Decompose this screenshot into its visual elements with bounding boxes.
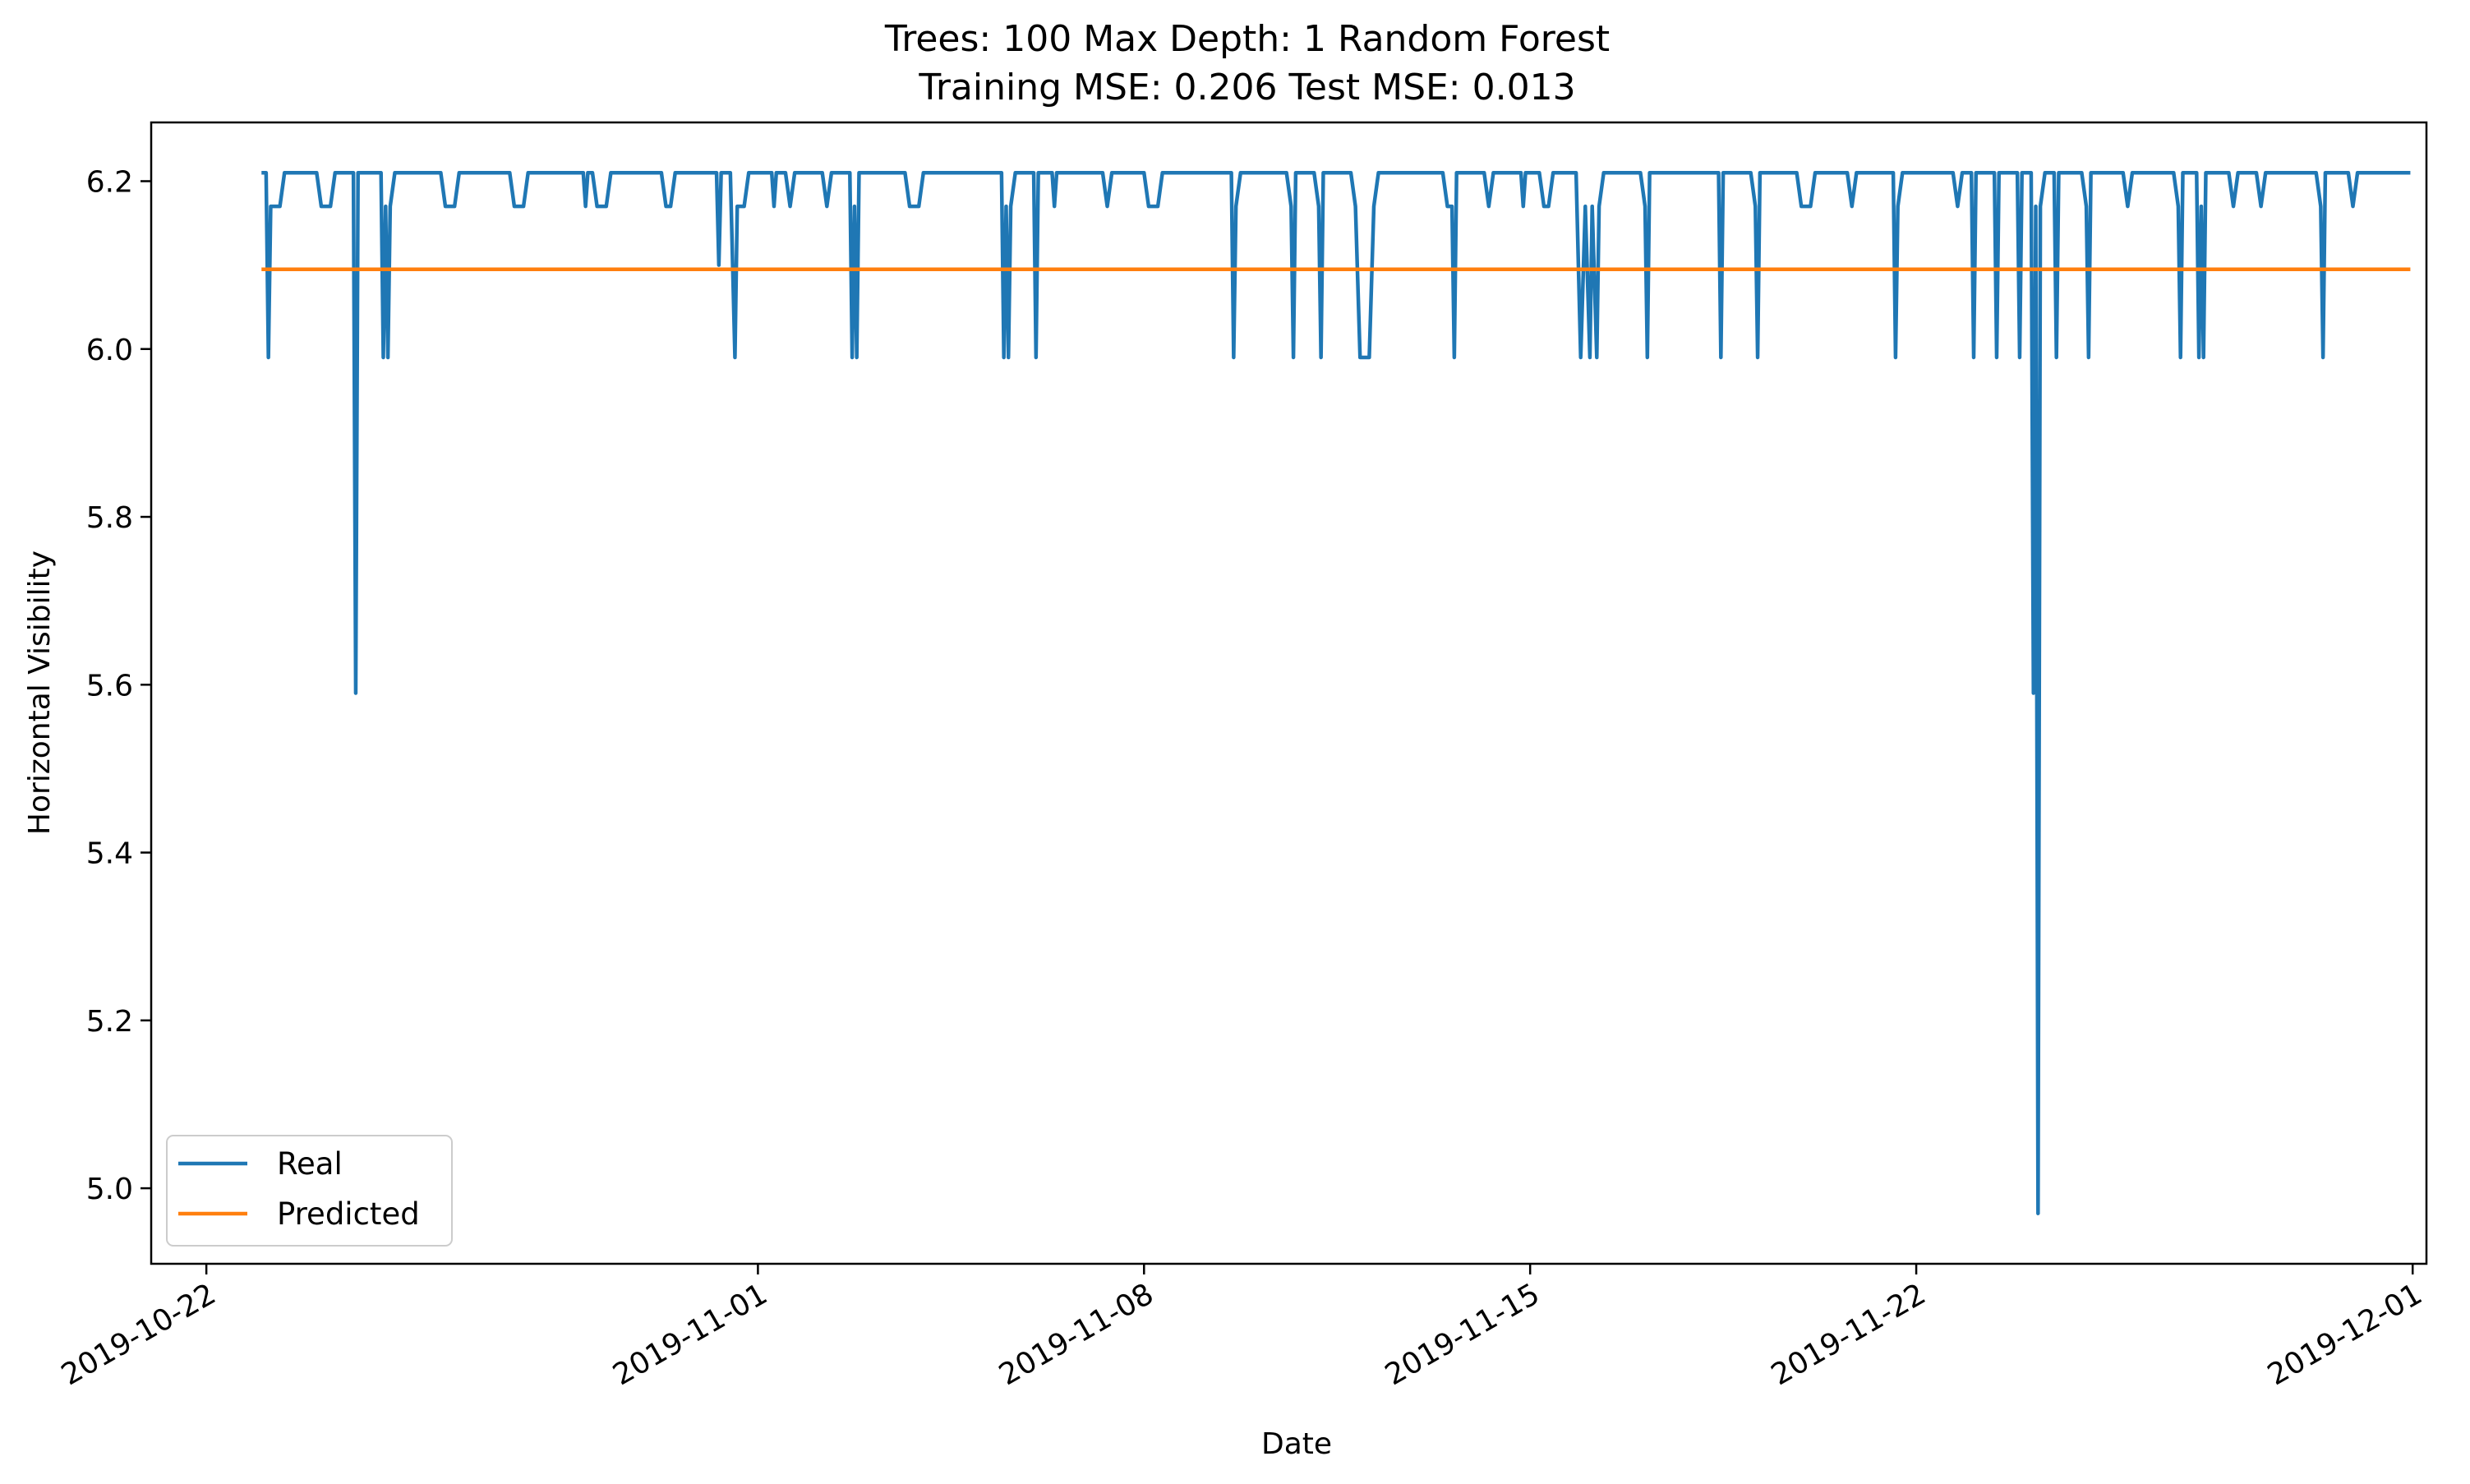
y-tick-label: 6.0: [86, 334, 133, 367]
series-line-real: [261, 171, 2411, 1215]
plot-frame: [150, 121, 2428, 1265]
y-tick-label: 5.4: [86, 837, 133, 871]
x-tick-label: 2019-10-22: [56, 1277, 222, 1392]
x-axis-ticks: 2019-10-22 2019-11-01 2019-11-08 2019-11-15…: [56, 1264, 2428, 1392]
y-axis-ticks: 5.0 5.2 5.4 5.6 5.8 6.0 6.2: [86, 165, 151, 1206]
x-tick-label: 2019-11-22: [1766, 1277, 1932, 1392]
x-tick-label: 2019-12-01: [2262, 1277, 2428, 1392]
x-tick-label: 2019-11-15: [1380, 1277, 1546, 1392]
y-tick-label: 5.6: [86, 669, 133, 703]
y-tick-label: 5.0: [86, 1173, 133, 1206]
y-tick-label: 5.8: [86, 501, 133, 535]
y-axis-label: Horizontal Visibility: [23, 551, 57, 835]
plot-area: [150, 121, 2428, 1265]
chart-title: Trees: 100 Max Depth: 1 Random Forest: [884, 18, 1610, 60]
y-tick-label: 5.2: [86, 1005, 133, 1039]
legend-label-real: Real: [277, 1146, 343, 1182]
x-tick-label: 2019-11-01: [607, 1277, 773, 1392]
x-axis-label: Date: [1261, 1427, 1332, 1461]
legend: Real Predicted: [166, 1135, 453, 1247]
legend-label-predicted: Predicted: [277, 1196, 420, 1232]
x-tick-label: 2019-11-08: [993, 1277, 1159, 1392]
y-tick-label: 6.2: [86, 165, 133, 199]
series-group: [261, 171, 2411, 1215]
chart-subtitle: Training MSE: 0.206 Test MSE: 0.013: [918, 67, 1575, 108]
